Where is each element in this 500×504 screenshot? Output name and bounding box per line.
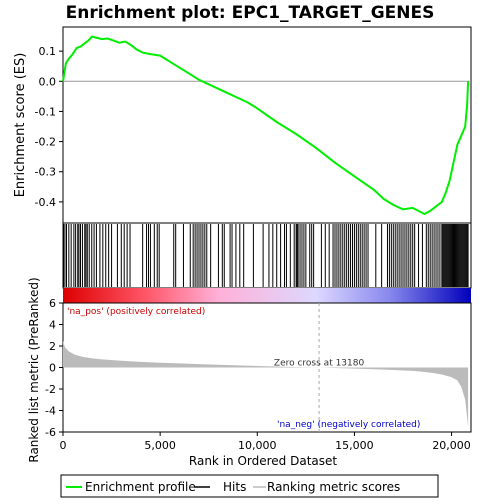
legend-label-hits: Hits [223, 480, 246, 494]
ranking-gradient-bar [63, 288, 471, 303]
es-y-axis-label: Enrichment score (ES) [13, 53, 28, 198]
metric-y-tick-label: 2 [49, 340, 56, 353]
es-panel-frame [62, 26, 472, 224]
hit-markers [63, 224, 469, 287]
enrichment-score-panel: 0.1 0.0 -0.1 -0.2 -0.3 -0.4 Enrichment score … [13, 26, 472, 224]
legend-label-enrichment-profile: Enrichment profile [85, 480, 196, 494]
metric-y-tick-label: -6 [45, 426, 56, 439]
es-y-tick-label: 0.1 [39, 45, 57, 58]
metric-y-tick-label: 0 [49, 362, 56, 375]
enrichment-profile-line [62, 35, 470, 216]
metric-y-tick-label: 6 [49, 297, 56, 310]
rank-x-tick-label: 10,000 [238, 439, 277, 452]
metric-y-tick-label: -4 [45, 405, 56, 418]
rank-x-axis: 0 5,000 10,000 15,000 20,000 [60, 432, 471, 452]
zero-cross-label: Zero cross at 13180 [274, 359, 365, 369]
positive-correlation-label: 'na_pos' (positively correlated) [67, 307, 205, 317]
legend: Enrichment profile Hits Ranking metric s… [60, 474, 439, 498]
rank-x-tick-label: 20,000 [432, 439, 471, 452]
negative-correlation-label: 'na_neg' (negatively correlated) [277, 420, 420, 430]
es-y-tick-label: -0.4 [35, 196, 56, 209]
es-y-tick-label: -0.2 [35, 136, 56, 149]
es-y-axis: 0.1 0.0 -0.1 -0.2 -0.3 -0.4 [35, 45, 63, 209]
es-y-tick-label: -0.1 [35, 105, 56, 118]
metric-y-axis-label: Ranked list metric (PreRanked) [27, 277, 41, 462]
chart-title: Enrichment plot: EPC1_TARGET_GENES [66, 3, 435, 23]
rank-x-axis-label: Rank in Ordered Dataset [189, 454, 337, 468]
es-y-tick-label: -0.3 [35, 166, 56, 179]
legend-label-ranking-metric: Ranking metric scores [267, 480, 400, 494]
rank-x-tick-label: 0 [60, 439, 67, 452]
metric-y-axis: 6 4 2 0 -2 -4 -6 [45, 297, 63, 439]
es-y-tick-label: 0.0 [39, 75, 57, 88]
legend-frame [60, 474, 439, 498]
ranked-metric-panel: Zero cross at 13180 'na_pos' (positively… [27, 277, 472, 468]
rank-x-tick-label: 15,000 [335, 439, 374, 452]
ranking-color-bar [63, 288, 471, 303]
metric-y-tick-label: -2 [45, 383, 56, 396]
rank-x-tick-label: 5,000 [144, 439, 176, 452]
metric-y-tick-label: 4 [49, 319, 56, 332]
hits-panel [62, 222, 472, 289]
